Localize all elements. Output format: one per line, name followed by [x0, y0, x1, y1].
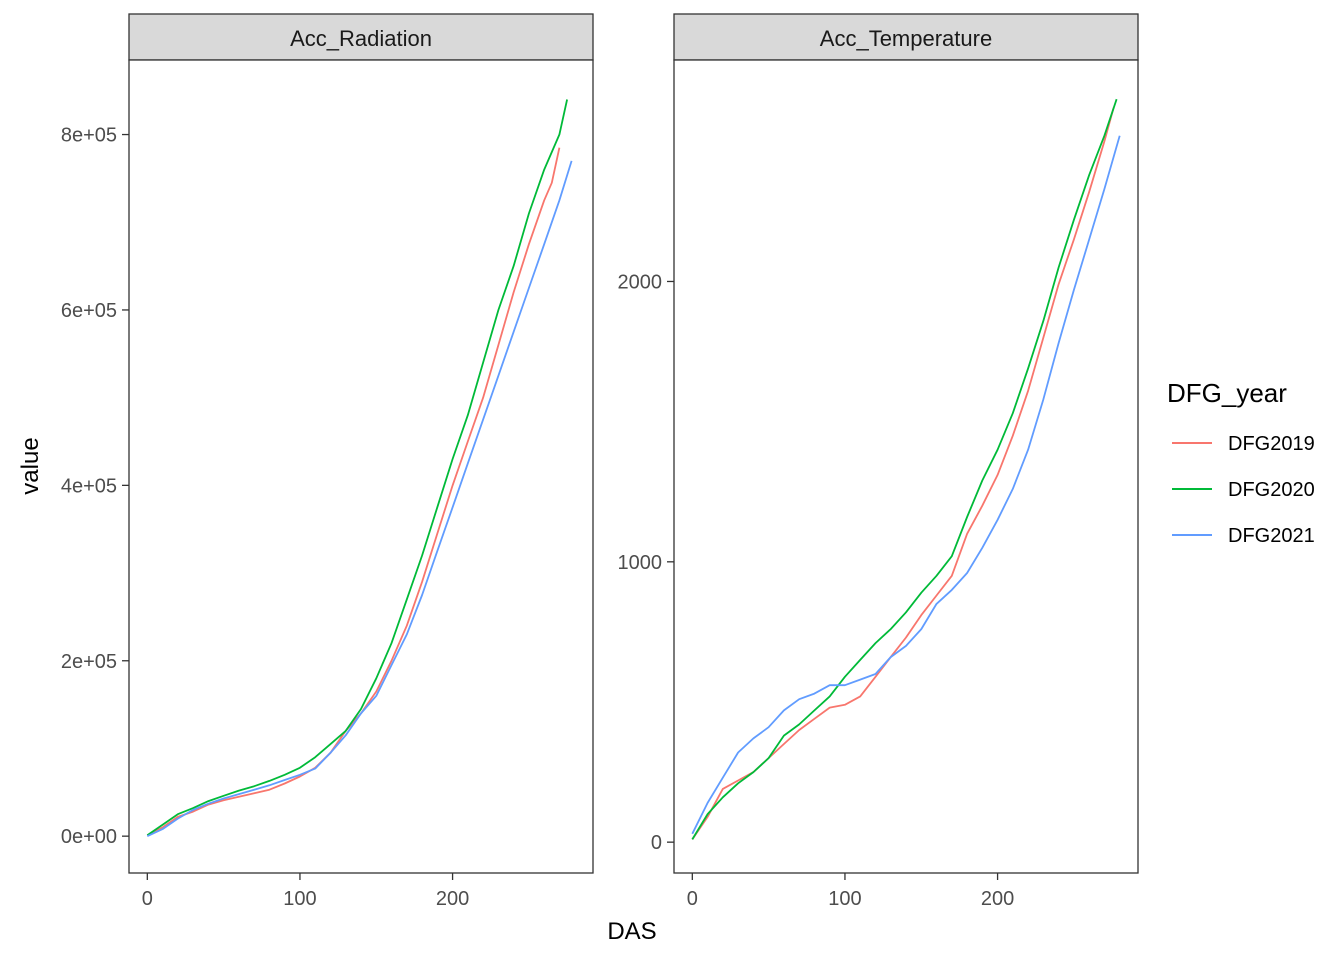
legend-label: DFG2020 — [1228, 479, 1315, 501]
y-tick-label: 0 — [651, 832, 662, 854]
x-axis-title: DAS — [607, 918, 656, 945]
series-line-dfg2020 — [146, 99, 568, 837]
panel-border — [128, 59, 594, 874]
x-tick-label: 0 — [687, 888, 698, 910]
series-line-dfg2021 — [146, 160, 573, 838]
y-tick-label: 2000 — [618, 271, 663, 293]
series-line-dfg2021 — [691, 135, 1121, 835]
y-tick-label: 1000 — [618, 552, 663, 574]
legend-label: DFG2019 — [1228, 433, 1315, 455]
series-line-dfg2020 — [691, 98, 1118, 840]
legend-label: DFG2021 — [1228, 525, 1315, 547]
panel-background — [674, 60, 1138, 873]
x-tick-label: 0 — [142, 888, 153, 910]
y-tick-label: 6e+05 — [61, 300, 117, 322]
y-tick-label: 0e+00 — [61, 826, 117, 848]
legend-entry-dfg2021: DFG2021 — [1172, 525, 1315, 547]
x-tick-label: 200 — [436, 888, 469, 910]
facet-strip — [128, 13, 594, 61]
y-tick-label: 2e+05 — [61, 651, 117, 673]
facet-strip-label: Acc_Radiation — [290, 26, 432, 51]
x-tick-label: 100 — [283, 888, 316, 910]
legend-entry-dfg2020: DFG2020 — [1172, 479, 1315, 501]
legend: DFG_year DFG2019 DFG2020 DFG2021 — [1167, 378, 1315, 547]
y-axis-title: value — [17, 437, 44, 494]
facet-strip-label: Acc_Temperature — [820, 26, 992, 51]
facet-strip — [673, 13, 1139, 61]
facet-acc-radiation: Acc_Radiation 0e+00 2e+05 4e+05 6e+05 8e+05 0 1… — [61, 13, 594, 910]
facet-acc-temperature: Acc_Temperature 0 1000 2000 0 100 200 — [618, 13, 1139, 910]
y-tick-label: 4e+05 — [61, 475, 117, 497]
x-tick-label: 100 — [828, 888, 861, 910]
legend-entry-dfg2019: DFG2019 — [1172, 433, 1315, 455]
panel-background — [129, 60, 593, 873]
facet-panels: Acc_Radiation 0e+00 2e+05 4e+05 6e+05 8e+05 0 1… — [61, 13, 1139, 910]
y-tick-label: 8e+05 — [61, 125, 117, 147]
legend-title: DFG_year — [1167, 378, 1287, 408]
x-tick-label: 200 — [981, 888, 1014, 910]
panel-border — [673, 59, 1139, 874]
